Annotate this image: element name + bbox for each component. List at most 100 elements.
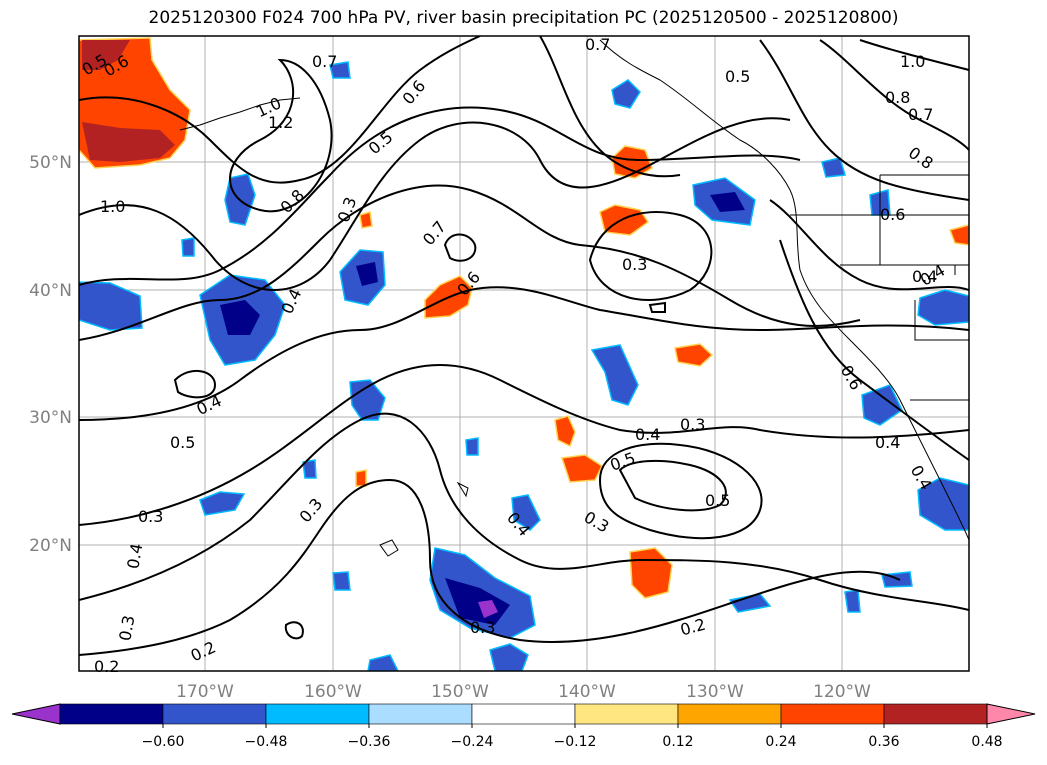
contour-line <box>79 106 801 286</box>
contour-line <box>79 117 791 291</box>
contour-label: 0.7 <box>312 52 337 71</box>
contour-label: 0.4 <box>875 433 900 452</box>
contour-label: 0.6 <box>837 362 866 394</box>
contour-line <box>79 286 969 421</box>
contour-line <box>79 478 901 656</box>
colorbar-tick-label: −0.12 <box>554 734 597 750</box>
colorbar-segment <box>574 703 679 725</box>
precip-negative-areas <box>79 61 969 671</box>
precip-blob-nw-core <box>82 122 175 162</box>
precip-blob-coast <box>948 224 969 246</box>
precip-neg-18n <box>844 589 861 613</box>
colorbar-tick-label: −0.60 <box>142 734 185 750</box>
state-borders <box>790 174 969 401</box>
contour-line <box>539 36 681 178</box>
lat-label-20n: 20°N <box>29 536 72 556</box>
colorbar-segment <box>780 703 885 725</box>
contour-line <box>769 199 969 291</box>
contour-line <box>443 233 477 262</box>
aleutian-islands <box>179 97 301 131</box>
hawaii-islands <box>379 481 469 557</box>
map-title: 2025120300 F024 700 hPa PV, river basin … <box>148 8 899 28</box>
latitude-labels: 50°N 40°N 30°N 20°N <box>29 153 72 556</box>
contour-label: 1.0 <box>900 52 925 71</box>
precip-blob-small1 <box>359 211 373 229</box>
precip-neg-31n <box>861 384 903 426</box>
lon-label-130w: 130°W <box>686 682 744 702</box>
lon-label-120w: 120°W <box>813 682 871 702</box>
pv-contours <box>79 36 969 656</box>
precip-neg-38n-core <box>220 300 260 335</box>
colorbar-tick-label: 0.12 <box>662 734 693 750</box>
contour-line <box>618 459 727 512</box>
precip-neg-30n <box>349 379 386 421</box>
precip-neg-small-e <box>329 61 351 79</box>
precip-neg-34n <box>590 344 639 406</box>
colorbar-segment <box>59 703 164 725</box>
precip-neg-small-b <box>332 571 351 591</box>
contour-line <box>284 621 304 640</box>
colorbar-extend-high <box>986 703 1036 725</box>
colorbar-segment <box>883 703 988 725</box>
precip-neg-47n-core <box>710 192 745 212</box>
contour-line <box>819 39 969 151</box>
colorbar-segment <box>677 703 782 725</box>
contour-line <box>859 39 969 71</box>
longitude-labels: 170°W 160°W 150°W 140°W 130°W 120°W <box>176 682 871 702</box>
precip-neg-20n-a <box>511 494 541 531</box>
contour-line <box>779 239 969 461</box>
colorbar-segment <box>265 703 370 725</box>
precip-neg-small-c <box>465 437 479 456</box>
lat-label-30n: 30°N <box>29 408 72 428</box>
contour-label: 0.4 <box>912 267 937 286</box>
contour-label: 0.6 <box>398 76 429 108</box>
contour-label: 0.5 <box>170 433 195 452</box>
contour-label: 1.2 <box>268 113 293 132</box>
precip-positive-areas <box>79 37 969 599</box>
colorbar-tick-label: −0.24 <box>451 734 494 750</box>
precip-neg-40n <box>79 281 143 331</box>
colorbar-extend-low <box>11 703 61 725</box>
colorbar-tick-label: 0.48 <box>971 734 1002 750</box>
contour-label: 0.3 <box>622 255 647 274</box>
contour-label: 0.8 <box>277 186 308 217</box>
graticule <box>79 36 969 671</box>
colorbar-segment <box>368 703 473 725</box>
precip-neg-22n <box>199 491 246 516</box>
contour-line <box>173 370 217 399</box>
contour-label: 0.8 <box>905 143 937 173</box>
contour-line <box>79 364 969 526</box>
precip-neg-22n-coast <box>917 477 969 531</box>
contour-label: 0.7 <box>585 35 610 54</box>
precip-neg-41n-core <box>356 262 378 286</box>
contour-label: 0.3 <box>295 494 326 526</box>
precip-blob-36n <box>674 343 714 367</box>
precip-blob-small2 <box>355 469 367 487</box>
coastline <box>179 39 969 557</box>
contour-line <box>588 211 713 301</box>
contour-label: 0.6 <box>880 205 905 224</box>
contour-line <box>598 442 763 540</box>
contour-label: 0.3 <box>680 415 705 434</box>
contour-label: 0.2 <box>94 657 119 676</box>
precip-blob-17n <box>629 547 673 599</box>
coastline-north-america <box>599 39 969 541</box>
precip-neg-small-f <box>821 157 846 178</box>
contour-line <box>759 39 969 201</box>
lat-label-40n: 40°N <box>29 281 72 301</box>
precip-blob-nw-core2 <box>82 40 130 70</box>
lon-label-160w: 160°W <box>304 682 362 702</box>
precip-neg-38n-coast <box>917 289 969 326</box>
contour-label: 0.5 <box>608 448 638 475</box>
contour-label: 0.8 <box>885 88 910 107</box>
contour-label: 0.3 <box>115 614 138 642</box>
contour-line <box>79 184 861 341</box>
colorbar-segment <box>162 703 267 725</box>
map-frame <box>78 35 970 672</box>
contour-label: 0.3 <box>470 618 495 637</box>
contour-label: 0.5 <box>725 67 750 86</box>
lon-label-170w: 170°W <box>176 682 234 702</box>
precip-blob-29n <box>554 415 576 448</box>
contour-line <box>79 36 481 184</box>
